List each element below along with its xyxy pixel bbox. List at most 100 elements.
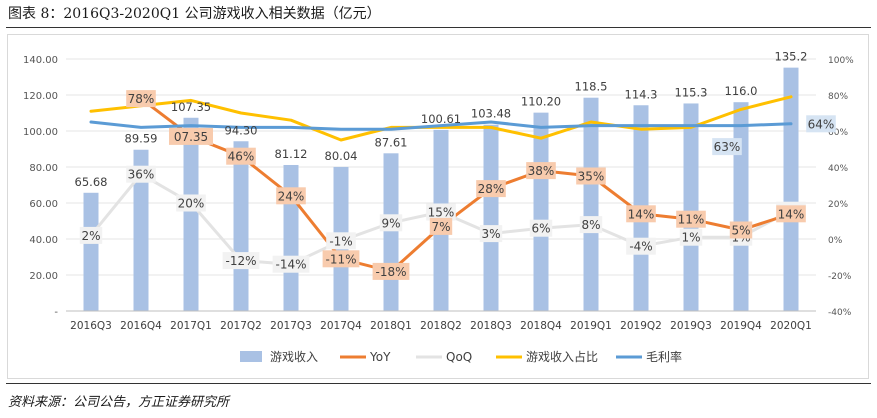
gross-margin-label: 64% (806, 115, 836, 133)
revenue-value-label: 116.0 (725, 84, 758, 98)
revenue-bar (533, 112, 549, 311)
qoq-label: 36% (126, 165, 156, 183)
right-tick-label: 100% (828, 56, 854, 66)
qoq-label-text: -12% (225, 254, 256, 268)
qoq-label-text: 1% (681, 231, 700, 245)
left-axis-ticks: - 20.00 40.00 60.00 80.00 100.00 120.00 140.00 (23, 55, 58, 318)
revenue-bar (83, 192, 99, 311)
qoq-label: 9% (379, 214, 403, 232)
yoy-label-text: 7% (431, 220, 450, 234)
qoq-label-box (579, 216, 603, 234)
gross-margin-label-text: 63% (714, 140, 741, 154)
qoq-label: 20% (176, 194, 206, 212)
qoq-label-box (176, 194, 206, 212)
revenue-value-label: 87.61 (375, 135, 408, 149)
revenue-value-label: 118.5 (575, 80, 608, 94)
qoq-label-text: 2% (81, 229, 100, 243)
chart-frame: -20.00 40.00 60.00 80.00 100.00 120.00 140.00 … (7, 34, 869, 379)
x-tick-label: 2016Q3 (70, 320, 112, 332)
left-tick-label: 140.00 (23, 55, 58, 66)
qoq-label-box (326, 232, 356, 250)
yoy-label-box (776, 205, 806, 223)
left-tick-label: 60.00 (29, 199, 58, 210)
revenue-value-label: 115.3 (675, 85, 708, 99)
qoq-label: 3% (479, 225, 503, 243)
yoy-label: -18% (372, 262, 410, 280)
qoq-label: 1% (679, 228, 703, 246)
revenue-bar (683, 103, 699, 312)
revenue-bar-labels: 65.68 89.59 107.35 94.30 81.12 80.04 87.61 100.… (75, 50, 808, 189)
left-tick-label: 20.00 (29, 271, 58, 282)
revenue-bar (783, 67, 799, 311)
right-tick-label: 40% (828, 164, 848, 174)
yoy-label: 7% (429, 217, 453, 235)
right-tick-label: 20% (828, 200, 848, 210)
yoy-label-box (226, 147, 256, 165)
x-tick-label: 2017Q4 (320, 320, 362, 332)
yoy-label-box (729, 221, 753, 239)
chart-title: 图表 8：2016Q3-2020Q1 公司游戏收入相关数据（亿元） (8, 6, 381, 22)
right-tick-label: 60% (828, 128, 848, 138)
right-tick-label: 80% (828, 92, 848, 102)
gross-margin-label-text: 64% (808, 117, 835, 131)
yoy-label-text: -11% (325, 252, 356, 266)
revenue-value-label: 89.59 (125, 132, 158, 146)
yoy-label: 14% (776, 205, 806, 223)
yoy-label-box (526, 162, 556, 180)
right-tick-label: -40% (828, 308, 852, 318)
qoq-label: 6% (529, 219, 553, 237)
combo-chart: -20.0040.0060.0080.00100.00120.00140.00 … (23, 50, 854, 364)
x-axis: 2016Q3 2016Q4 2017Q1 2017Q2 2017Q3 2017Q4 2018… (66, 310, 816, 332)
x-tick-label: 2020Q1 (770, 320, 812, 332)
x-tick-label: 2018Q2 (420, 320, 462, 332)
qoq-label: -1% (326, 232, 356, 250)
revenue-value-label: 114.3 (625, 87, 658, 101)
yoy-label-box (626, 205, 656, 223)
qoq-label-box (272, 255, 310, 273)
yoy-label-text: 11% (678, 213, 705, 227)
yoy-label-box (372, 262, 410, 280)
qoq-label-box (479, 225, 503, 243)
left-tick-label: 100.00 (23, 127, 58, 138)
left-tick-label: 120.00 (23, 91, 58, 102)
qoq-label-text: 15% (428, 206, 455, 220)
yoy-label-box (169, 127, 213, 145)
qoq-label-text: 6% (531, 222, 550, 236)
revenue-value-label: 81.12 (275, 147, 308, 161)
yoy-label-box (126, 90, 156, 108)
legend-item: 游戏收入占比 (496, 349, 598, 364)
yoy-label: 38% (526, 162, 556, 180)
revenue-bar (233, 141, 249, 311)
x-tick-label: 2019Q4 (720, 320, 762, 332)
yoy-label: 28% (476, 180, 506, 198)
right-axis-ticks: -40% -20% 0% 20% 40% 60% 80% 100% (828, 56, 854, 318)
series-line-2 (89, 95, 793, 142)
legend-label: QoQ (446, 350, 472, 364)
yoy-label-box (676, 210, 706, 228)
revenue-value-label: 107.35 (171, 100, 211, 114)
left-tick-label: 80.00 (29, 163, 58, 174)
revenue-bar (483, 124, 499, 312)
yoy-label: 07.35 (169, 127, 213, 145)
legend-label: 游戏收入占比 (526, 349, 598, 364)
gross-margin-label-box (806, 115, 836, 133)
qoq-label: -4% (626, 237, 656, 255)
source-divider (6, 383, 871, 384)
qoq-label-box (222, 252, 260, 270)
yoy-label-text: 78% (128, 92, 155, 106)
yoy-label: 11% (676, 210, 706, 228)
qoq-label-text: 3% (481, 227, 500, 241)
qoq-label-box (679, 228, 703, 246)
x-tick-label: 2018Q3 (470, 320, 512, 332)
revenue-value-label: 103.48 (471, 107, 511, 121)
qoq-label: -14% (272, 255, 310, 273)
yoy-label-text: 28% (478, 182, 505, 196)
left-tick-label: 40.00 (29, 235, 58, 246)
title-divider (6, 27, 871, 28)
qoq-label: 2% (79, 226, 103, 244)
yoy-label-text: 46% (228, 150, 255, 164)
left-tick-label: - (54, 307, 58, 318)
revenue-value-label: 110.20 (521, 95, 561, 109)
revenue-bar (283, 164, 299, 311)
revenue-value-label: 135.2 (775, 50, 808, 64)
